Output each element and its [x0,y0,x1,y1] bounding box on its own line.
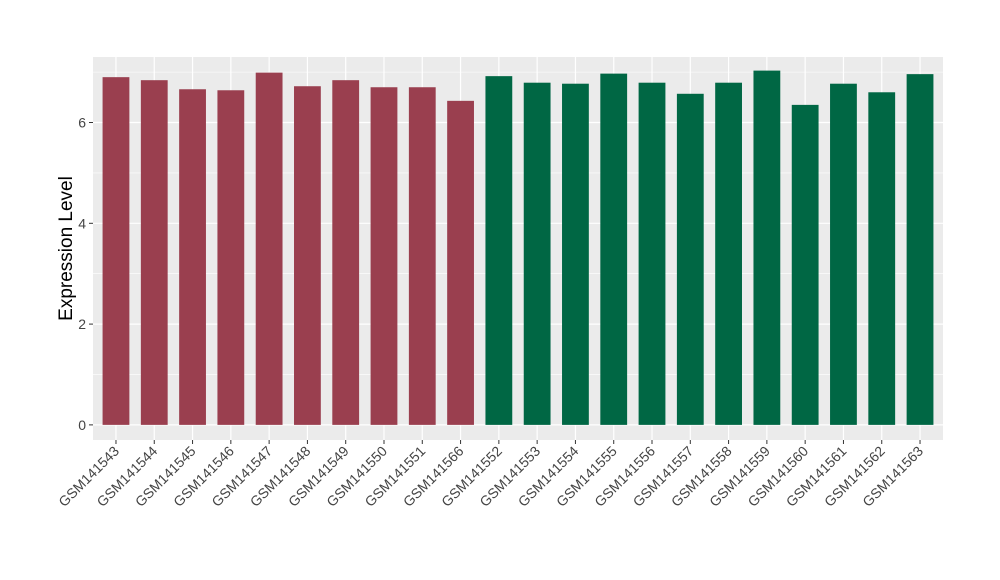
bar-gsm141555 [600,73,628,425]
y-axis-title: Expression Level [56,176,77,321]
bar-gsm141560 [791,104,819,425]
bar-gsm141544 [140,80,168,425]
bar-gsm141557 [676,93,704,425]
bar-gsm141554 [562,83,589,425]
bar-gsm141566 [447,100,474,425]
y-tick-label: 0 [78,417,86,433]
bar-gsm141548 [294,86,321,425]
y-tick-label: 2 [78,316,86,332]
bar-gsm141549 [332,80,360,425]
bar-gsm141558 [715,82,742,425]
bar-gsm141562 [868,92,896,425]
bar-gsm141559 [753,70,781,425]
bar-gsm141546 [217,90,245,425]
y-axis: 0 2 4 6 [78,115,93,433]
bar-gsm141550 [370,87,398,425]
bar-gsm141556 [638,82,666,425]
bar-gsm141561 [830,83,857,425]
bar-gsm141553 [523,82,551,425]
bar-gsm141552 [485,76,513,425]
bar-gsm141545 [179,89,206,425]
bar-gsm141547 [255,72,283,425]
y-tick-label: 4 [78,215,86,231]
y-tick-label: 6 [78,115,86,131]
bars [102,70,934,425]
bar-gsm141551 [408,87,436,425]
x-axis: GSM141543GSM141544GSM141545GSM141546GSM1… [55,440,926,510]
bar-gsm141563 [906,74,934,425]
bar-gsm141543 [102,77,130,425]
